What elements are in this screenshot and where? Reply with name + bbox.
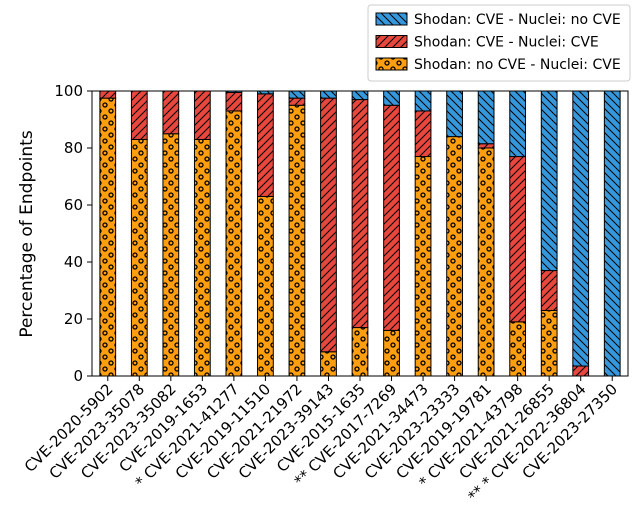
y-tick-label: 80 bbox=[64, 139, 83, 157]
bar-segment bbox=[540, 270, 558, 311]
bar-segment bbox=[603, 90, 621, 377]
bar-segment bbox=[162, 133, 180, 377]
legend-swatch bbox=[375, 57, 408, 71]
bar-segment bbox=[477, 143, 495, 149]
bar-segment bbox=[288, 104, 306, 377]
bar-segment bbox=[288, 90, 306, 99]
bar-segment bbox=[509, 156, 527, 323]
bar-segment bbox=[477, 90, 495, 145]
bar-segment bbox=[446, 136, 463, 377]
y-axis-label: Percentage of Endpoints bbox=[17, 130, 37, 337]
bar-segment bbox=[572, 365, 590, 377]
legend-label: Shodan: CVE - Nuclei: CVE bbox=[414, 35, 599, 51]
bar-segment bbox=[162, 90, 180, 135]
bar-segment bbox=[414, 156, 432, 377]
bar-segment bbox=[351, 327, 369, 377]
y-tick-label: 0 bbox=[73, 367, 83, 385]
bars-layer bbox=[99, 90, 621, 377]
bar-segment bbox=[383, 104, 400, 331]
bar-segment bbox=[320, 351, 337, 377]
legend-box bbox=[367, 4, 631, 82]
bar-segment bbox=[193, 90, 211, 140]
bar-segment bbox=[99, 97, 117, 377]
legend-swatch bbox=[375, 12, 408, 26]
bar-segment bbox=[351, 90, 369, 101]
bar-segment bbox=[540, 90, 558, 272]
bar-segment bbox=[257, 93, 274, 197]
bar-segment bbox=[257, 195, 274, 377]
bar-segment bbox=[225, 110, 243, 377]
y-tick-label: 100 bbox=[54, 82, 83, 100]
bar-segment bbox=[288, 97, 306, 106]
legend: Shodan: CVE - Nuclei: no CVE Shodan: CVE … bbox=[367, 4, 631, 82]
bar-segment bbox=[351, 99, 369, 329]
bar-segment bbox=[99, 90, 117, 99]
bar-segment bbox=[540, 309, 558, 377]
y-tick-label: 20 bbox=[64, 310, 83, 328]
bar-segment bbox=[509, 321, 527, 377]
bar-segment bbox=[193, 138, 211, 377]
legend-label: Shodan: CVE - Nuclei: no CVE bbox=[414, 12, 621, 28]
bar-segment bbox=[509, 90, 527, 158]
bar-segment bbox=[225, 91, 243, 112]
y-tick-label: 60 bbox=[64, 196, 83, 214]
legend-swatch bbox=[375, 35, 408, 48]
bar-segment bbox=[320, 97, 337, 353]
bar-segment bbox=[572, 90, 590, 367]
bar-segment bbox=[383, 329, 400, 377]
bar-segment bbox=[446, 90, 463, 138]
bar-segment bbox=[414, 110, 432, 158]
bar-segment bbox=[383, 90, 400, 106]
bar-segment bbox=[130, 138, 148, 377]
bar-segment bbox=[130, 90, 148, 140]
bar-segment bbox=[414, 90, 432, 112]
y-tick-label: 40 bbox=[64, 253, 83, 271]
legend-label: Shodan: no CVE - Nuclei: CVE bbox=[414, 57, 621, 73]
bar-segment bbox=[477, 147, 495, 377]
bar-segment bbox=[320, 90, 337, 99]
